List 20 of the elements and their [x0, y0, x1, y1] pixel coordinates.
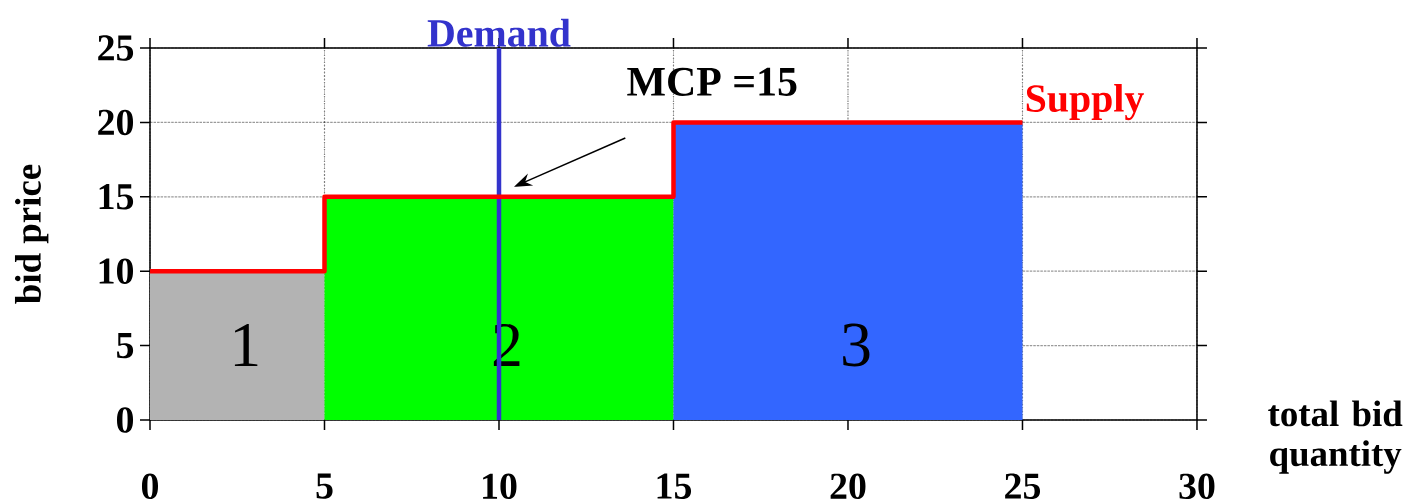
- y-tick-label: 15: [99, 184, 134, 210]
- annotation: MCP =15: [627, 67, 797, 96]
- y-tick-label: 10: [99, 258, 134, 284]
- series-label: Supply: [1026, 83, 1144, 121]
- series-label: 3: [843, 323, 870, 367]
- x-tick-label: 15: [657, 473, 692, 499]
- y-tick-label: 5: [117, 333, 134, 359]
- x-tick-label: 10: [483, 473, 517, 500]
- ref-line-label: Demand: [427, 18, 571, 47]
- y-axis-title: bid price: [14, 164, 49, 304]
- y-tick-label: 20: [98, 109, 134, 136]
- x-tick-label: 25: [1005, 473, 1041, 499]
- y-tick-label: 25: [98, 35, 134, 61]
- series-label: 1: [234, 323, 258, 367]
- x-tick-label: 30: [1179, 473, 1215, 500]
- x-tick-label: 20: [830, 473, 866, 500]
- y-tick-label: 0: [116, 407, 134, 433]
- x-tick-label: 5: [316, 473, 333, 499]
- x-axis-title: total bid quantity: [1268, 400, 1403, 474]
- x-tick-label: 0: [141, 473, 159, 500]
